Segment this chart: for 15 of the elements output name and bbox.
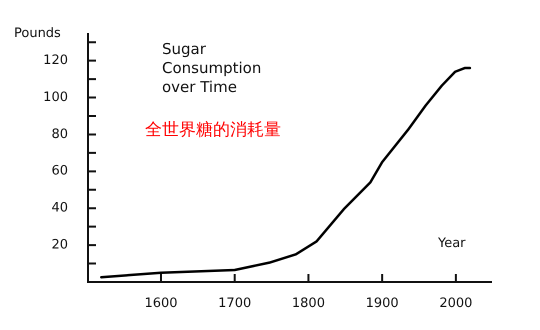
x-tick-label: 1600	[144, 296, 178, 312]
text: Sugar Consumption over Time	[162, 40, 262, 97]
y-tick-label: 80	[51, 126, 68, 142]
y-tick-label: 40	[51, 200, 68, 216]
x-tick-label: 1800	[292, 296, 325, 312]
x-axis-title: Year	[438, 236, 466, 251]
y-tick-label: 60	[51, 164, 68, 179]
x-tick-label: 2000	[439, 296, 472, 312]
x-tick-label: 1900	[366, 296, 399, 312]
y-tick-label: 100	[43, 90, 68, 105]
y-axis-title: Pounds	[14, 26, 61, 41]
y-tick-label: 120	[43, 53, 68, 68]
x-tick-label: 1700	[218, 296, 252, 312]
y-tick-label: 20	[51, 237, 68, 252]
annotation: 全世界糖的消耗量	[145, 119, 281, 141]
